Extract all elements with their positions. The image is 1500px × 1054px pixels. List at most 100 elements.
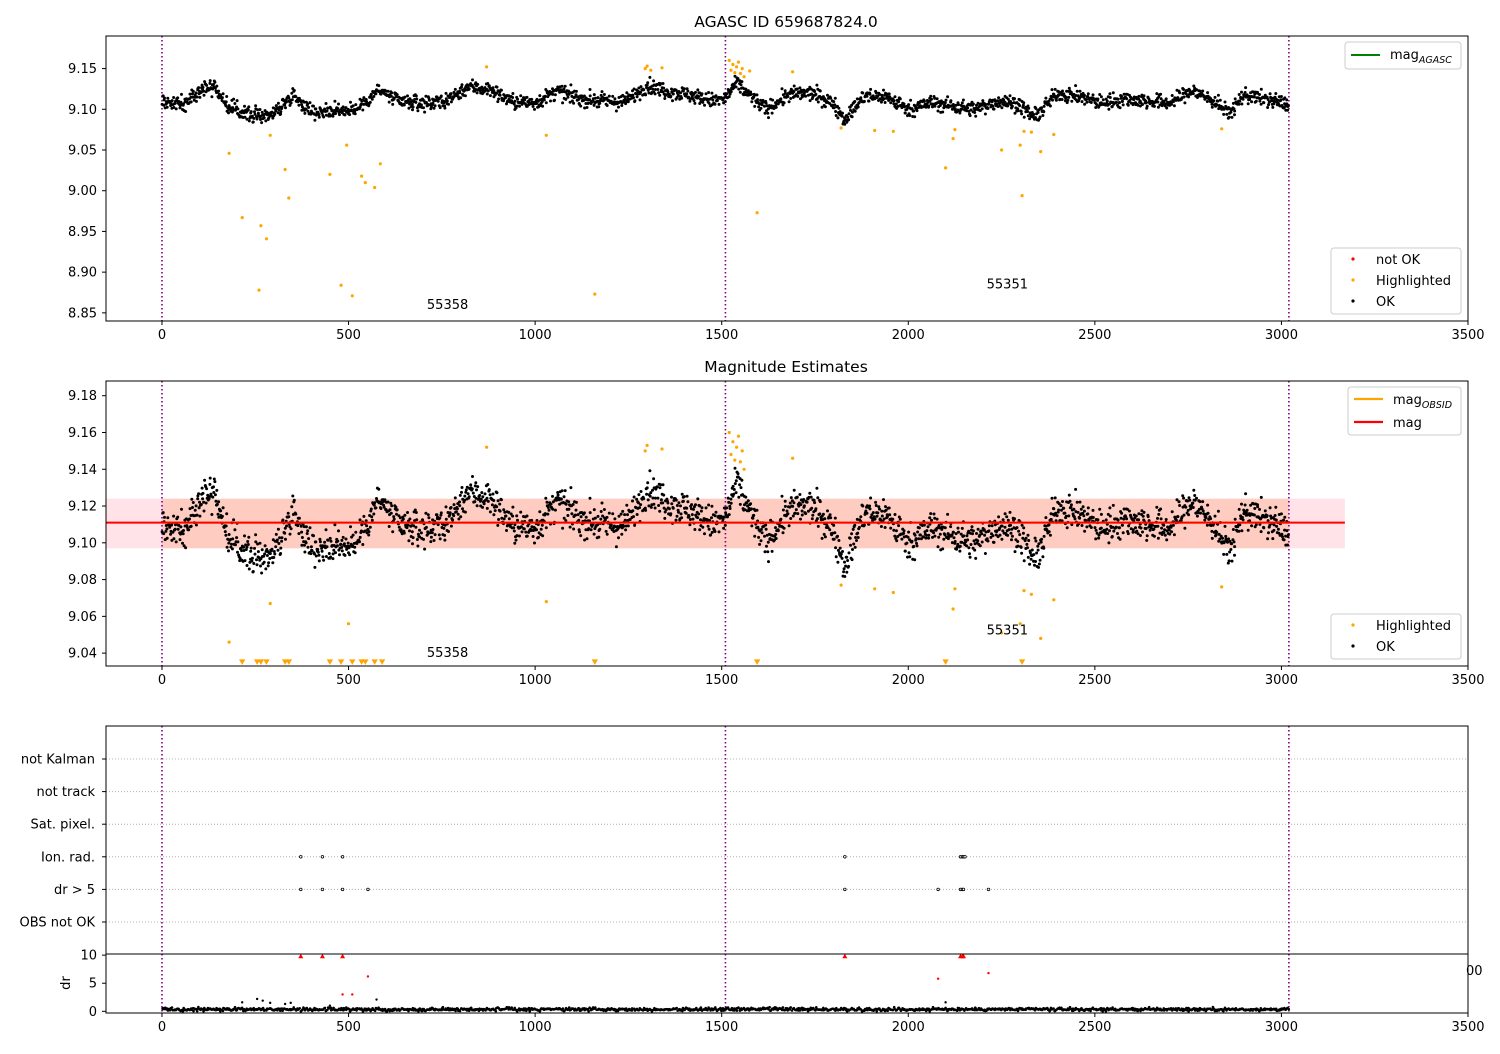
ok-point — [1141, 103, 1144, 106]
ok-point — [645, 493, 648, 496]
ok-point — [696, 497, 699, 500]
ok-point — [613, 97, 616, 100]
highlighted-point — [364, 181, 367, 184]
ok-point — [779, 97, 782, 100]
ok-point — [377, 488, 380, 491]
ok-point — [605, 530, 608, 533]
ok-point — [858, 526, 861, 529]
ok-point — [788, 100, 791, 103]
ok-point — [443, 107, 446, 110]
ok-point — [1253, 96, 1256, 99]
ok-point — [590, 528, 593, 531]
ok-point — [725, 506, 728, 509]
ok-point — [1222, 113, 1225, 116]
ok-point — [1244, 86, 1247, 89]
ok-point — [876, 515, 879, 518]
ok-point — [1274, 506, 1277, 509]
ok-point — [1022, 526, 1025, 529]
ok-point — [930, 519, 933, 522]
ok-point — [423, 111, 426, 114]
ok-point — [1146, 105, 1149, 108]
ok-point — [1206, 100, 1209, 103]
ok-point — [1269, 506, 1272, 509]
ok-point — [247, 109, 250, 112]
highlighted-point — [1039, 150, 1042, 153]
ok-point — [252, 117, 255, 120]
ok-point — [496, 86, 499, 89]
ok-point — [1277, 528, 1280, 531]
ok-point — [650, 506, 653, 509]
ok-point — [733, 488, 736, 491]
ok-point — [927, 537, 930, 540]
ok-point — [1240, 91, 1243, 94]
ok-point — [739, 91, 742, 94]
ok-point — [889, 527, 892, 530]
highlighted-point — [733, 459, 736, 462]
ok-point — [423, 548, 426, 551]
ok-point — [1120, 512, 1123, 515]
ok-point — [1111, 535, 1114, 538]
highlighted-point — [743, 75, 746, 78]
ok-point — [965, 534, 968, 537]
ok-point — [915, 537, 918, 540]
ok-point — [387, 90, 390, 93]
ok-point — [771, 99, 774, 102]
ok-point — [847, 118, 850, 121]
ok-point — [499, 94, 502, 97]
ok-point — [478, 494, 481, 497]
ok-point — [1026, 546, 1029, 549]
ok-point — [290, 505, 293, 508]
ok-point — [671, 99, 674, 102]
ok-point — [1267, 531, 1270, 534]
ok-point — [636, 95, 639, 98]
ok-point — [781, 87, 784, 90]
ok-point — [439, 537, 442, 540]
ok-point — [694, 503, 697, 506]
ok-point — [828, 528, 831, 531]
ok-point — [443, 534, 446, 537]
ok-point — [1022, 101, 1025, 104]
ok-point — [352, 104, 355, 107]
ok-point — [1023, 559, 1026, 562]
ok-point — [974, 115, 977, 118]
ok-point — [334, 551, 337, 554]
ok-point — [481, 495, 484, 498]
ok-point — [537, 536, 540, 539]
ok-point — [1182, 88, 1185, 91]
ok-point — [1170, 526, 1173, 529]
ok-point — [411, 108, 414, 111]
ok-point — [202, 90, 205, 93]
ok-point — [1060, 504, 1063, 507]
ok-point — [348, 113, 351, 116]
ok-point — [806, 501, 809, 504]
ok-point — [654, 507, 657, 510]
ok-point — [492, 513, 495, 516]
ok-point — [703, 532, 706, 535]
ok-point — [271, 548, 274, 551]
ok-point — [380, 507, 383, 510]
ok-point — [415, 94, 418, 97]
ok-point — [227, 549, 230, 552]
legend-label-ok: OK — [1376, 640, 1395, 655]
ok-point — [247, 543, 250, 546]
ok-point — [235, 536, 238, 539]
x-tick-label: 2500 — [1078, 328, 1111, 343]
ok-point — [894, 513, 897, 516]
legend-swatch-highlighted — [1351, 623, 1354, 626]
ok-point — [403, 514, 406, 517]
ok-point — [764, 550, 767, 553]
ok-point — [789, 502, 792, 505]
ok-point — [633, 496, 636, 499]
ok-point — [686, 495, 689, 498]
ok-point — [227, 542, 230, 545]
ok-point — [1238, 530, 1241, 533]
ok-point — [438, 517, 441, 520]
ok-point — [606, 533, 609, 536]
ok-point — [1210, 103, 1213, 106]
ok-point — [1279, 98, 1282, 101]
ok-point — [1120, 517, 1123, 520]
ok-point — [904, 112, 907, 115]
ok-point — [909, 99, 912, 102]
ok-point — [179, 538, 182, 541]
ok-point — [518, 105, 521, 108]
